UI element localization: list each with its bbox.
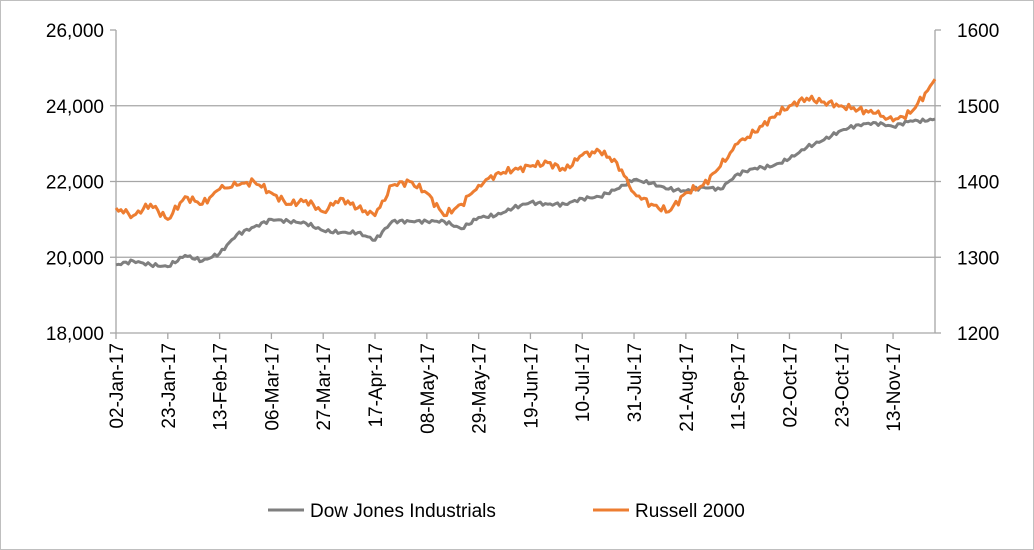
y-axis-right-ticks: 1200 1300 1400 1500 1600	[957, 21, 999, 345]
legend-label-dow-jones-industrials: Dow Jones Industrials	[310, 501, 496, 522]
y-right-tick-label: 1400	[957, 173, 999, 194]
legend: Dow Jones Industrials Russell 2000	[268, 501, 745, 522]
x-tick-label: 23-Jan-17	[159, 343, 180, 429]
x-tick-label: 13-Nov-17	[884, 343, 905, 432]
series-lines	[114, 78, 937, 269]
y-left-tick-label: 26,000	[46, 21, 104, 42]
x-tick-label: 27-Mar-17	[314, 343, 335, 431]
x-tick-label: 06-Mar-17	[262, 343, 283, 431]
x-axis-ticks: 02-Jan-17 23-Jan-17 13-Feb-17 06-Mar-17 27-M…	[107, 343, 905, 434]
x-tick-label: 11-Sep-17	[729, 343, 750, 430]
y-right-tick-label: 1200	[957, 324, 999, 345]
y-left-tick-label: 20,000	[46, 248, 104, 269]
y-right-tick-label: 1600	[957, 21, 999, 42]
legend-label-russell-2000: Russell 2000	[635, 501, 745, 522]
y-left-tick-label: 22,000	[46, 173, 104, 194]
series-line-russell-2000	[114, 78, 937, 221]
y-left-tick-label: 24,000	[46, 97, 104, 118]
y-right-tick-label: 1300	[957, 248, 999, 269]
y-right-tick-label: 1500	[957, 97, 999, 118]
x-tick-label: 29-May-17	[470, 343, 491, 434]
x-tick-label: 17-Apr-17	[366, 343, 387, 428]
y-axis-left-ticks: 18,000 20,000 22,000 24,000 26,000	[46, 21, 104, 345]
x-tick-label: 02-Jan-17	[107, 343, 128, 429]
series-line-dow-jones-industrials	[115, 117, 936, 269]
x-tick-label: 10-Jul-17	[573, 343, 594, 422]
x-tick-label: 23-Oct-17	[832, 343, 853, 427]
x-tick-label: 13-Feb-17	[211, 343, 232, 431]
x-tick-label: 31-Jul-17	[625, 343, 646, 422]
y-left-tick-label: 18,000	[46, 324, 104, 345]
x-tick-label: 08-May-17	[418, 343, 439, 434]
x-tick-label: 02-Oct-17	[780, 343, 801, 427]
x-tick-label: 21-Aug-17	[677, 343, 698, 432]
x-tick-label: 19-Jun-17	[521, 343, 542, 429]
axes	[110, 29, 941, 339]
